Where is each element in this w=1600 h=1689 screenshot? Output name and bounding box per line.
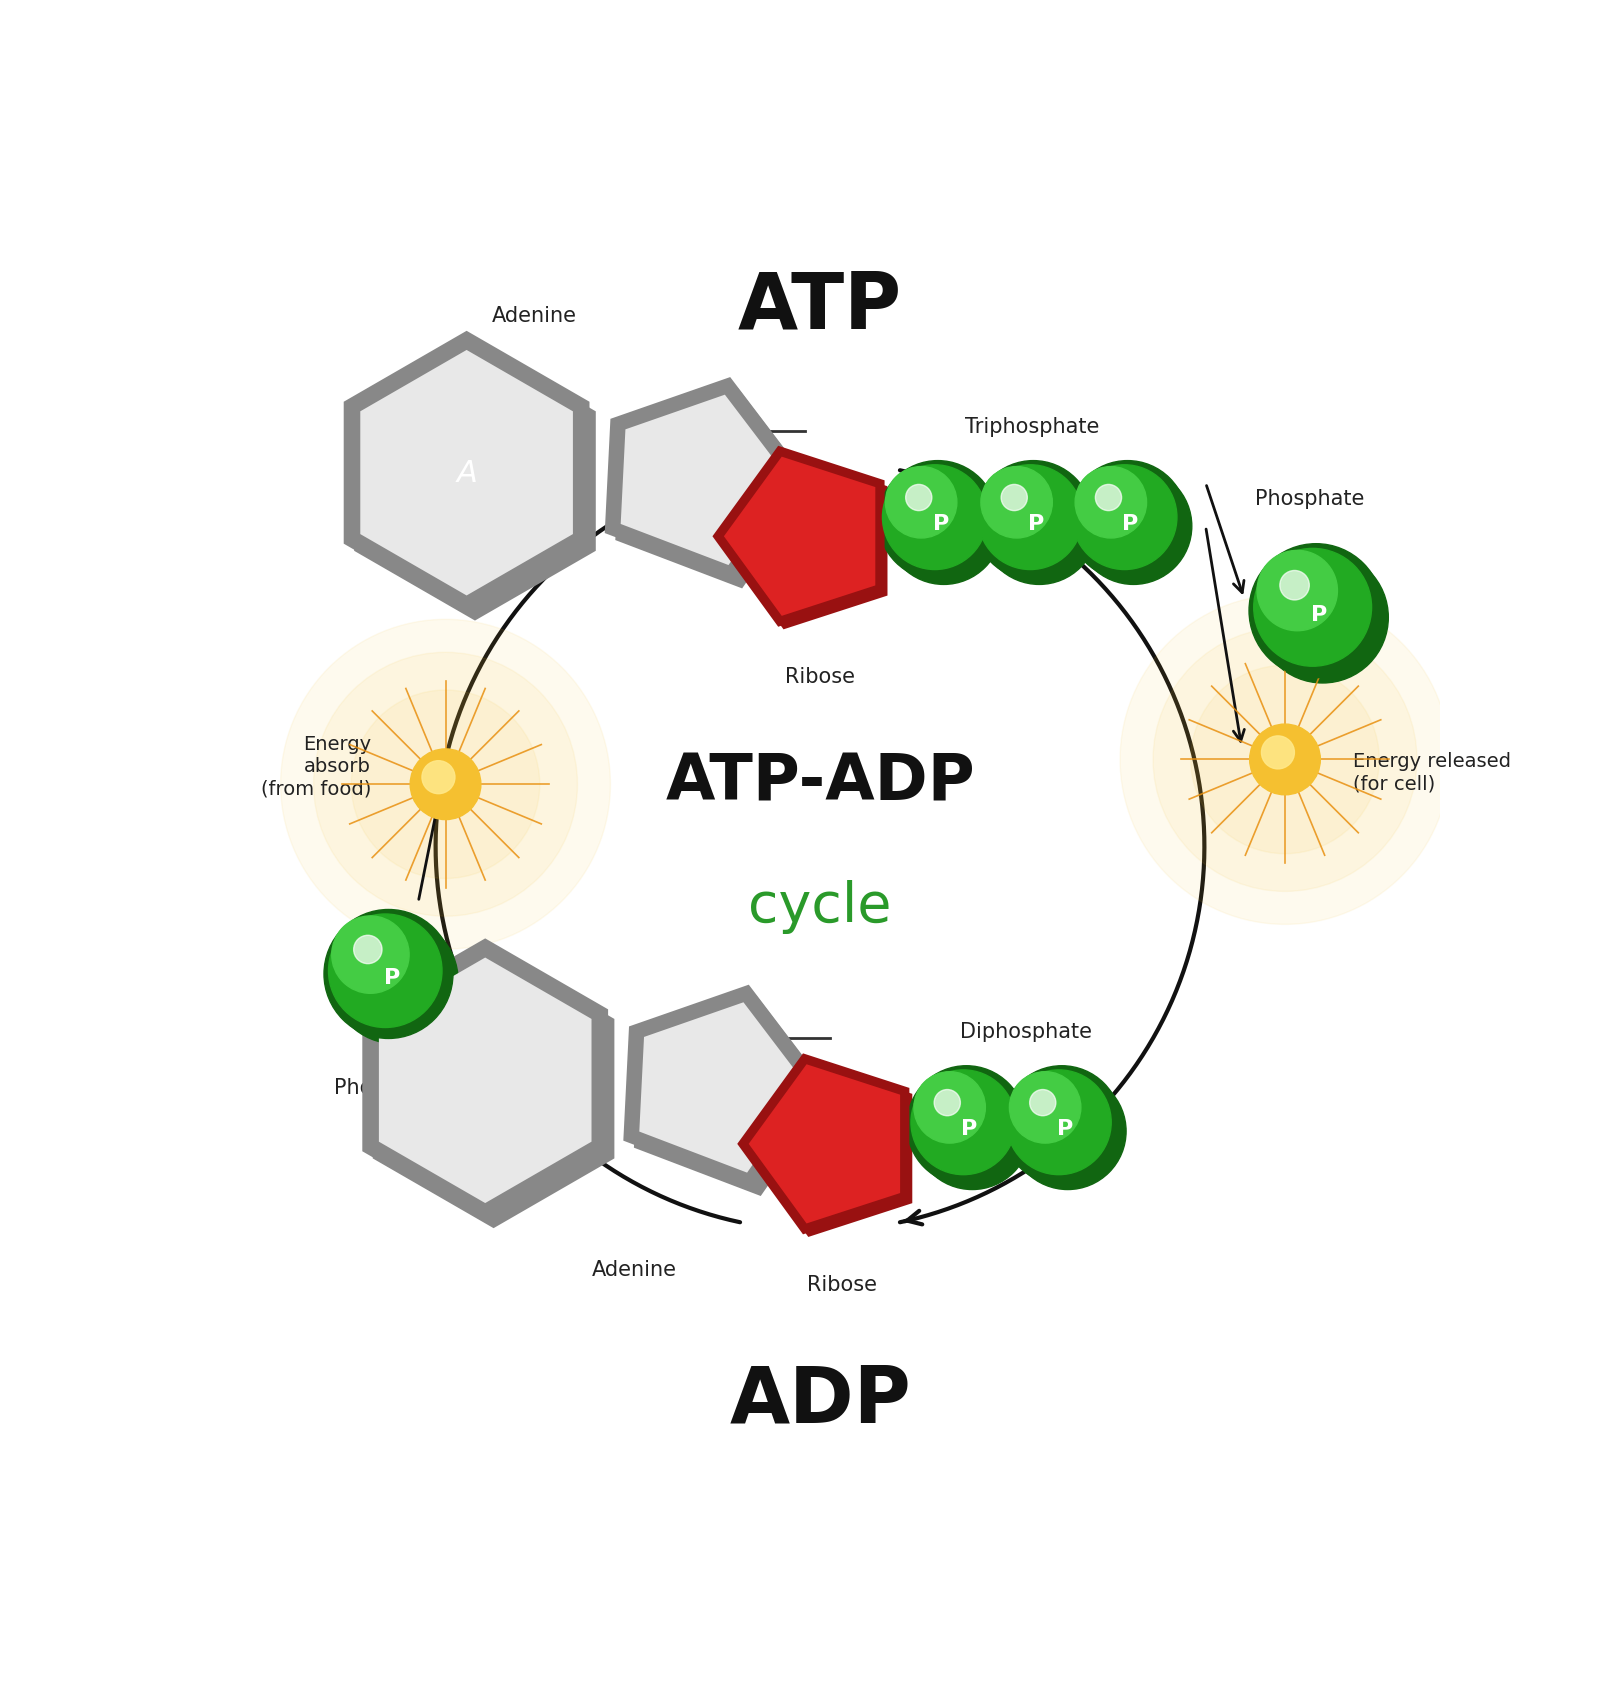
Polygon shape: [365, 941, 606, 1219]
Polygon shape: [739, 1056, 907, 1233]
Circle shape: [878, 461, 997, 581]
Text: Energy released
(for cell): Energy released (for cell): [1354, 752, 1510, 792]
Text: ATP: ATP: [738, 269, 902, 345]
Circle shape: [1075, 468, 1147, 539]
Polygon shape: [720, 453, 888, 630]
Circle shape: [1258, 551, 1338, 632]
Circle shape: [981, 468, 1053, 539]
Circle shape: [885, 468, 957, 539]
Polygon shape: [640, 1003, 806, 1172]
Text: P: P: [933, 513, 949, 534]
Text: ADP: ADP: [730, 1361, 910, 1437]
Circle shape: [280, 620, 611, 949]
Text: Phosphate: Phosphate: [1254, 488, 1365, 508]
Text: P: P: [1056, 1118, 1074, 1138]
Text: Triphosphate: Triphosphate: [965, 417, 1099, 436]
Polygon shape: [626, 988, 822, 1187]
Circle shape: [1072, 466, 1178, 571]
Text: Energy
absorb
(from food): Energy absorb (from food): [261, 735, 371, 797]
Polygon shape: [616, 388, 813, 589]
Circle shape: [1154, 628, 1418, 892]
Polygon shape: [723, 458, 875, 616]
Polygon shape: [634, 997, 832, 1196]
Text: ATP-ADP: ATP-ADP: [666, 752, 974, 814]
Circle shape: [1006, 1071, 1112, 1176]
Circle shape: [1002, 485, 1027, 512]
Circle shape: [1280, 571, 1309, 601]
Polygon shape: [354, 343, 595, 622]
Circle shape: [354, 936, 382, 964]
Text: P: P: [1312, 605, 1328, 625]
Circle shape: [1030, 1089, 1056, 1116]
Circle shape: [1010, 1073, 1126, 1189]
Circle shape: [981, 468, 1098, 584]
Circle shape: [1096, 485, 1122, 512]
Circle shape: [907, 1066, 1026, 1186]
Polygon shape: [749, 1064, 901, 1225]
Circle shape: [1258, 552, 1389, 684]
Text: Diphosphate: Diphosphate: [960, 1022, 1093, 1042]
Circle shape: [914, 1073, 986, 1143]
Polygon shape: [621, 395, 789, 566]
Circle shape: [331, 917, 410, 993]
Circle shape: [314, 654, 578, 917]
Circle shape: [328, 914, 442, 1029]
Circle shape: [906, 485, 931, 512]
Polygon shape: [715, 449, 883, 625]
Circle shape: [910, 1071, 1016, 1176]
Polygon shape: [373, 949, 614, 1228]
Polygon shape: [379, 958, 592, 1203]
Circle shape: [331, 917, 458, 1044]
Text: P: P: [1029, 513, 1045, 534]
Text: Adenine: Adenine: [493, 306, 578, 326]
Text: A: A: [456, 459, 477, 488]
Circle shape: [1120, 595, 1450, 926]
Polygon shape: [360, 351, 573, 596]
Circle shape: [1010, 1073, 1082, 1143]
Circle shape: [883, 466, 987, 571]
Circle shape: [1069, 461, 1187, 581]
Text: P: P: [962, 1118, 978, 1138]
Circle shape: [978, 466, 1083, 571]
Circle shape: [934, 1089, 960, 1116]
Circle shape: [1002, 1066, 1122, 1186]
Circle shape: [1254, 549, 1371, 667]
Circle shape: [1261, 736, 1294, 770]
Circle shape: [1075, 468, 1192, 584]
Text: Ribose: Ribose: [786, 667, 854, 687]
Text: Phosphate: Phosphate: [334, 1078, 443, 1098]
Text: P: P: [1122, 513, 1139, 534]
Polygon shape: [744, 1061, 912, 1238]
Circle shape: [914, 1073, 1030, 1189]
Circle shape: [1190, 665, 1379, 855]
Polygon shape: [606, 380, 805, 581]
Circle shape: [974, 461, 1093, 581]
Circle shape: [323, 910, 453, 1039]
Circle shape: [410, 750, 482, 821]
Circle shape: [1250, 544, 1382, 679]
Text: Ribose: Ribose: [808, 1274, 877, 1294]
Text: Adenine: Adenine: [592, 1260, 677, 1279]
Circle shape: [352, 691, 539, 878]
Polygon shape: [346, 334, 587, 613]
Circle shape: [885, 468, 1002, 584]
Text: P: P: [384, 968, 400, 988]
Circle shape: [1250, 725, 1320, 796]
Circle shape: [422, 762, 454, 794]
Text: dreamstime.com: dreamstime.com: [206, 1648, 338, 1662]
Text: ID 132366597  ©  Designua: ID 132366597 © Designua: [1205, 1648, 1419, 1662]
Text: cycle: cycle: [749, 880, 891, 934]
